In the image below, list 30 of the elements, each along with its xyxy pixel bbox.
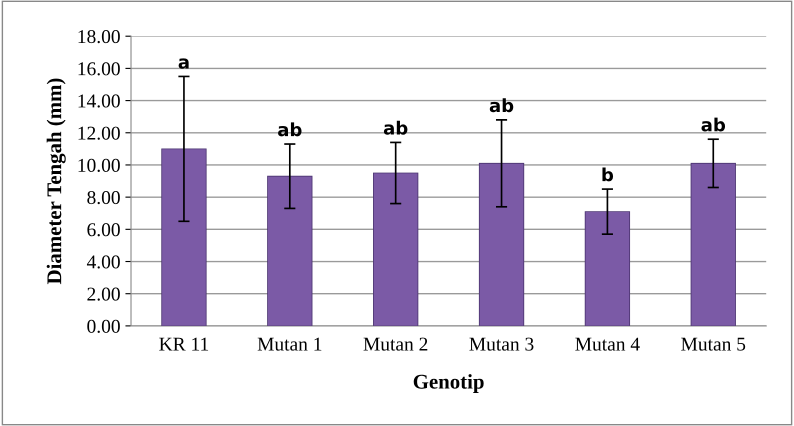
y-tick-label: 18.00 <box>78 30 120 44</box>
bar <box>584 211 630 326</box>
y-tick-label: 8.00 <box>87 190 120 204</box>
bar <box>161 148 207 326</box>
annotation: ab <box>490 98 514 112</box>
annotation: a <box>178 58 189 69</box>
x-tick-label: Mutan 2 <box>364 338 428 351</box>
y-tick-label: 4.00 <box>86 255 120 269</box>
x-tick-label: Mutan 1 <box>258 338 322 351</box>
bar <box>478 162 524 326</box>
annotation: ab <box>278 122 302 136</box>
x-axis-title: Genotip <box>414 374 484 393</box>
bar <box>690 162 736 326</box>
y-tick-label: 6.00 <box>87 223 120 236</box>
annotation: ab <box>384 120 408 135</box>
y-tick-label: 10.00 <box>78 158 120 172</box>
y-tick-label: 12.00 <box>78 126 120 140</box>
x-tick-label: Mutan 5 <box>681 338 746 351</box>
x-tick-label: Mutan 4 <box>575 338 640 351</box>
y-tick-label: 14.00 <box>78 94 120 108</box>
x-tick-label: KR 11 <box>159 338 208 350</box>
annotation: ab <box>702 118 726 132</box>
annotation: b <box>602 167 614 182</box>
y-tick-label: 16.00 <box>78 62 120 76</box>
bar <box>373 172 418 326</box>
y-axis-title: Diameter Tengah (mm) <box>46 78 66 284</box>
x-tick-label: Mutan 3 <box>469 338 534 351</box>
y-tick-label: 2.00 <box>87 288 120 301</box>
y-tick-label: 0.00 <box>87 320 120 333</box>
bar <box>267 176 312 326</box>
